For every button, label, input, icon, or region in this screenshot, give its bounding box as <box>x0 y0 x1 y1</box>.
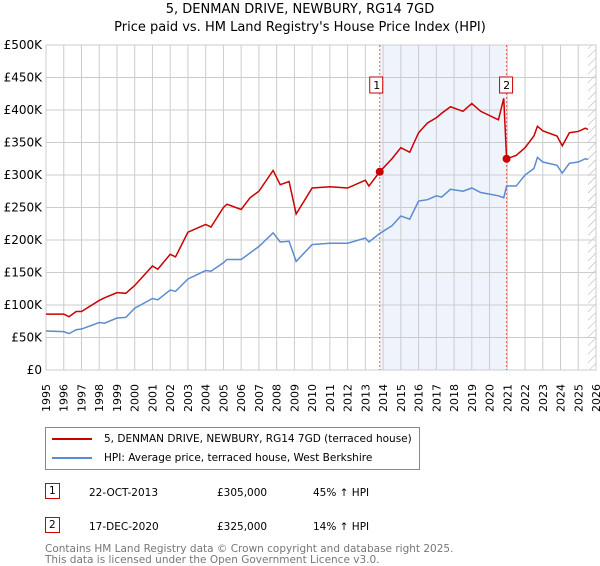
x-tick-label: 1998 <box>93 384 106 412</box>
y-tick-label: £300K <box>4 168 44 182</box>
y-tick-label: £400K <box>4 103 44 117</box>
sale-marker-label: 2 <box>45 517 60 533</box>
sale-marker-label: 1 <box>45 483 60 499</box>
sale-date: 22-OCT-2013 <box>89 487 158 499</box>
sale-marker-box <box>499 76 514 94</box>
footer-licence: This data is licensed under the Open Gov… <box>45 554 380 566</box>
chart-subtitle: Price paid vs. HM Land Registry's House … <box>114 20 486 35</box>
x-tick-label: 2012 <box>342 384 355 412</box>
x-tick-label: 2024 <box>555 384 568 412</box>
sale-date: 17-DEC-2020 <box>89 521 159 533</box>
sale-marker-label: 2 <box>503 79 510 92</box>
hpi-line <box>45 156 589 335</box>
legend: 5, DENMAN DRIVE, NEWBURY, RG14 7GD (terr… <box>45 427 420 470</box>
x-tick-label: 2014 <box>377 384 390 412</box>
x-tick-label: 2017 <box>430 384 443 412</box>
x-tick-label: 2019 <box>466 384 479 412</box>
x-tick-label: 2023 <box>537 384 550 412</box>
y-tick-label: £250K <box>4 201 44 215</box>
legend-label-hpi: HPI: Average price, terraced house, West… <box>104 452 373 464</box>
x-tick-label: 2002 <box>164 384 177 412</box>
y-tick-label: £450K <box>4 71 44 85</box>
x-tick-label: 2001 <box>146 384 159 412</box>
legend-swatch-hpi <box>52 457 92 459</box>
legend-swatch-property <box>52 438 92 440</box>
sale-price: £325,000 <box>217 521 268 533</box>
property-line <box>46 98 589 318</box>
x-tick-label: 2022 <box>519 384 532 412</box>
x-tick-label: 2008 <box>271 384 284 412</box>
x-tick-label: 2025 <box>572 384 585 412</box>
footer: Contains HM Land Registry data © Crown c… <box>45 544 453 566</box>
sale-marker-label: 1 <box>373 79 380 92</box>
price-chart: 1995 1996 1997 1998 1999 2000 2001 2002 2003 2004… <box>4 38 600 412</box>
x-tick-label: 2004 <box>200 384 213 412</box>
x-tick-label: 2000 <box>129 384 142 412</box>
x-tick-label: 1999 <box>111 384 124 412</box>
sale-hpi-change: 45% ↑ HPI <box>313 487 370 499</box>
y-tick-label: £100K <box>4 298 44 312</box>
plot-frame <box>45 44 597 371</box>
chart-title: 5, DENMAN DRIVE, NEWBURY, RG14 7GD <box>165 2 435 17</box>
x-tick-label: 1997 <box>75 384 88 412</box>
footer-copyright: Contains HM Land Registry data © Crown c… <box>45 543 454 555</box>
sale-hpi-change: 14% ↑ HPI <box>313 521 370 533</box>
x-tick-label: 2026 <box>590 384 600 412</box>
x-tick-label: 2021 <box>501 384 514 412</box>
x-tick-label: 1996 <box>58 384 71 412</box>
x-tick-label: 2005 <box>217 384 230 412</box>
y-tick-label: £50K <box>11 331 43 345</box>
sale-point <box>375 167 384 176</box>
y-tick-label: £350K <box>4 136 44 150</box>
sale-marker-box <box>369 76 384 94</box>
x-tick-label: 2018 <box>448 384 461 412</box>
y-tick-label: £0 <box>27 363 42 377</box>
x-tick-label: 2020 <box>484 384 497 412</box>
sale-price: £305,000 <box>217 487 268 499</box>
x-tick-label: 2009 <box>288 384 301 412</box>
x-tick-label: 2015 <box>395 384 408 412</box>
x-tick-label: 2013 <box>359 384 372 412</box>
x-tick-label: 2007 <box>253 384 266 412</box>
y-tick-label: £200K <box>4 233 44 247</box>
y-tick-label: £150K <box>4 266 44 280</box>
x-tick-label: 2003 <box>182 384 195 412</box>
legend-label-property: 5, DENMAN DRIVE, NEWBURY, RG14 7GD (terr… <box>104 433 412 445</box>
x-tick-label: 1995 <box>40 384 53 412</box>
x-tick-label: 2006 <box>235 384 248 412</box>
x-tick-label: 2011 <box>324 384 337 412</box>
y-tick-label: £500K <box>4 38 44 52</box>
x-tick-label: 2010 <box>306 384 319 412</box>
x-tick-label: 2016 <box>413 384 426 412</box>
sale-point <box>502 154 511 163</box>
